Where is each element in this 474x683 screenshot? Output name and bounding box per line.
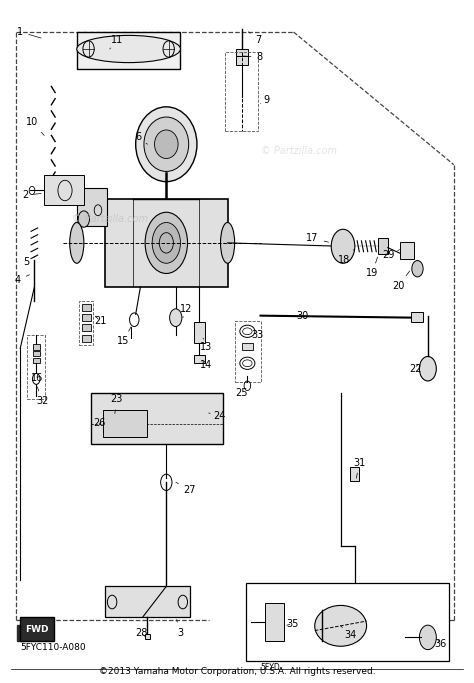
Bar: [79, 301, 93, 345]
Bar: [242, 343, 254, 350]
Bar: [145, 634, 150, 639]
Ellipse shape: [220, 223, 235, 263]
Ellipse shape: [152, 223, 181, 263]
Circle shape: [78, 211, 90, 227]
Bar: [411, 312, 423, 322]
Text: 36: 36: [435, 639, 447, 650]
Circle shape: [419, 625, 437, 650]
Bar: [82, 335, 91, 342]
Text: 27: 27: [176, 482, 196, 494]
Bar: [82, 304, 91, 311]
Bar: [105, 587, 190, 617]
Text: 7: 7: [248, 32, 261, 45]
Text: 6: 6: [135, 133, 147, 144]
Bar: [236, 49, 248, 56]
Ellipse shape: [70, 223, 84, 263]
Text: 30: 30: [296, 311, 308, 320]
Text: 13: 13: [200, 338, 212, 352]
Text: 29: 29: [383, 250, 400, 260]
Ellipse shape: [136, 107, 197, 182]
Bar: [194, 322, 205, 343]
Text: FWD: FWD: [26, 625, 49, 634]
Bar: [77, 32, 181, 70]
Text: 3: 3: [176, 619, 183, 638]
Text: 34: 34: [341, 626, 356, 641]
Text: 26: 26: [93, 418, 106, 428]
Text: 32: 32: [36, 387, 49, 406]
Bar: [103, 410, 147, 436]
Bar: [82, 314, 91, 321]
Bar: [235, 321, 261, 382]
Bar: [400, 242, 414, 258]
Text: 11: 11: [110, 35, 123, 49]
Bar: [82, 324, 91, 331]
Ellipse shape: [144, 117, 189, 171]
Ellipse shape: [145, 212, 188, 273]
Bar: [44, 175, 84, 206]
Text: 5FYD: 5FYD: [261, 663, 280, 671]
Text: 10: 10: [26, 117, 44, 135]
Ellipse shape: [155, 130, 178, 158]
Ellipse shape: [315, 605, 366, 646]
Text: © Partzilla.com: © Partzilla.com: [261, 146, 337, 156]
Bar: [77, 189, 108, 226]
Text: 21: 21: [94, 316, 107, 326]
Text: © Partzilla.com: © Partzilla.com: [72, 214, 148, 224]
Text: 17: 17: [306, 233, 328, 243]
Circle shape: [170, 309, 182, 326]
Circle shape: [419, 357, 437, 381]
Text: 8: 8: [244, 52, 263, 62]
Text: 22: 22: [409, 364, 421, 374]
Bar: [91, 393, 223, 443]
Text: 2: 2: [22, 191, 41, 200]
Text: 16: 16: [31, 366, 43, 383]
Bar: [225, 53, 258, 130]
Bar: [265, 603, 284, 641]
Bar: [350, 467, 358, 481]
Text: 12: 12: [181, 304, 193, 318]
Circle shape: [331, 229, 355, 263]
Circle shape: [412, 260, 423, 277]
Text: 19: 19: [366, 257, 378, 279]
Text: 31: 31: [354, 458, 365, 478]
Bar: [105, 199, 228, 287]
Bar: [378, 238, 388, 255]
Bar: [33, 351, 39, 357]
Text: 5: 5: [23, 257, 36, 267]
Text: 4: 4: [15, 275, 29, 285]
Bar: [194, 355, 205, 363]
Text: 25: 25: [236, 381, 248, 398]
Text: ©2013 Yamaha Motor Corporation, U.S.A. All rights reserved.: ©2013 Yamaha Motor Corporation, U.S.A. A…: [99, 667, 375, 676]
Polygon shape: [17, 625, 23, 641]
Text: 24: 24: [209, 411, 225, 421]
Bar: [20, 617, 54, 641]
Bar: [33, 358, 39, 363]
Bar: [33, 344, 39, 350]
Bar: [236, 57, 248, 65]
Ellipse shape: [77, 36, 181, 63]
Text: 35: 35: [286, 619, 299, 629]
Bar: [246, 583, 449, 661]
Text: 15: 15: [117, 327, 131, 346]
Text: 1: 1: [17, 27, 41, 38]
Text: 9: 9: [261, 95, 270, 105]
Text: 33: 33: [248, 330, 264, 339]
Text: 5FYC110-A080: 5FYC110-A080: [20, 643, 86, 652]
Text: 28: 28: [136, 628, 148, 638]
Text: 18: 18: [338, 249, 354, 265]
Text: 23: 23: [110, 394, 123, 414]
Text: 20: 20: [392, 271, 410, 291]
Text: 14: 14: [200, 361, 212, 370]
Bar: [27, 335, 45, 400]
